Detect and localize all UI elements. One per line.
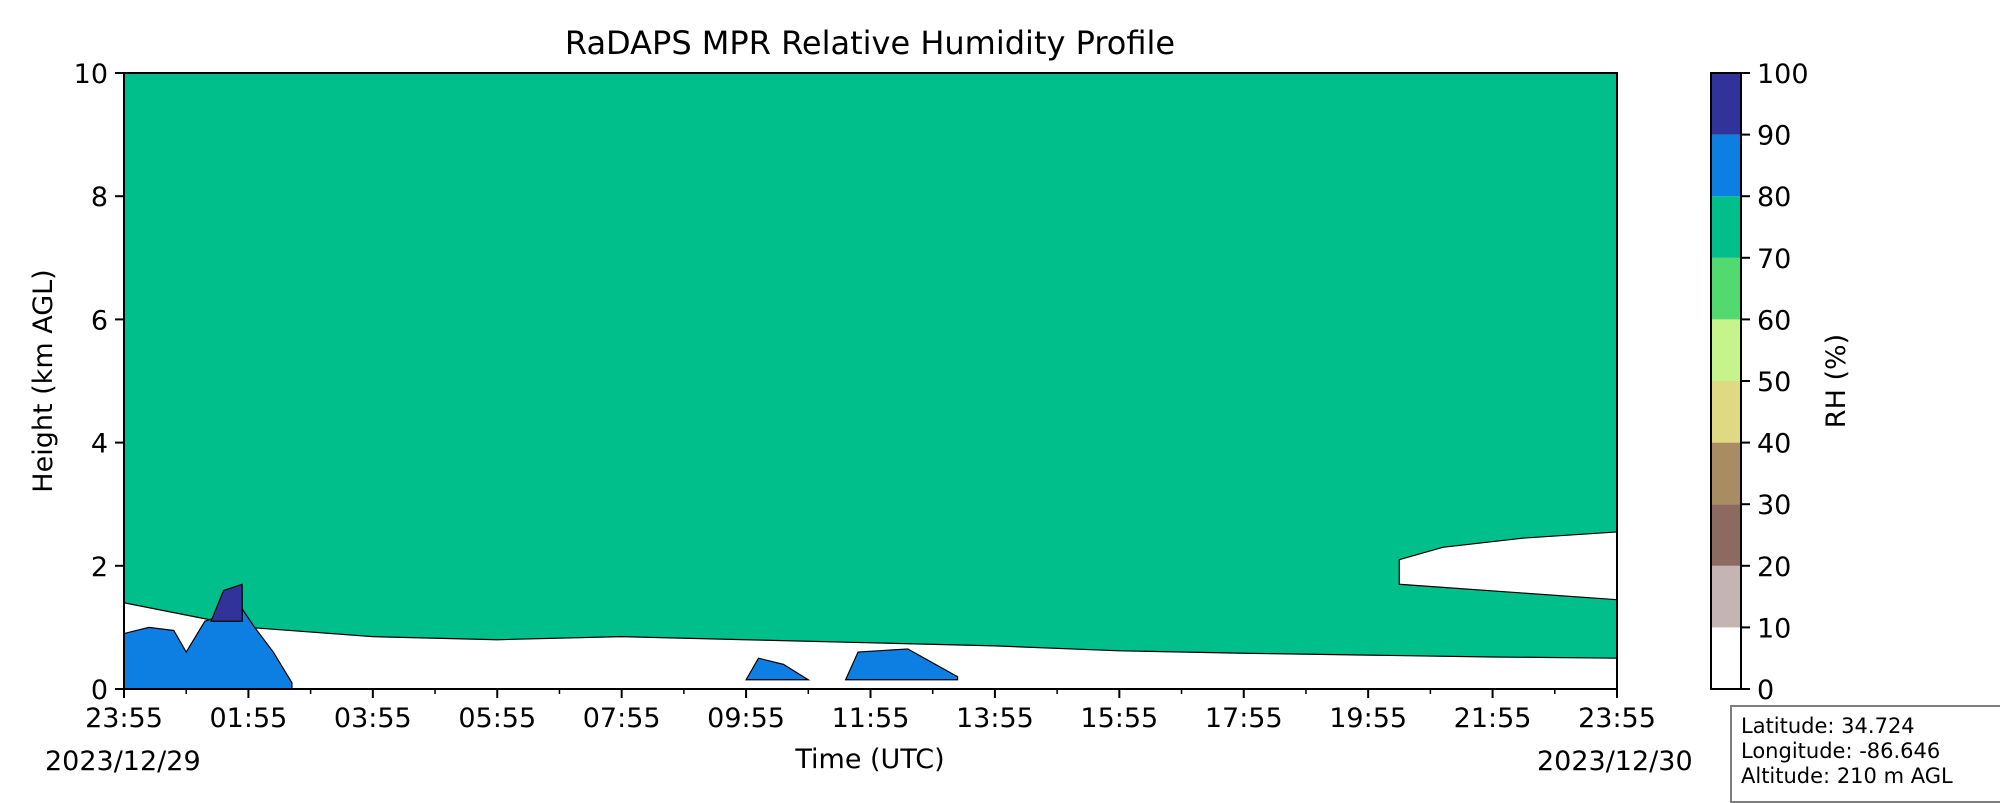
colorbar: 0 10 20 30 40 50 60 70 80 90 100: [1710, 59, 1809, 706]
colorbar-tick-label: 100: [1757, 59, 1809, 90]
rh-band-80-21: [124, 608, 1617, 689]
x-tick-label: 07:55: [583, 703, 661, 734]
y-tick-label: 4: [91, 429, 108, 460]
start-date-label: 2023/12/29: [45, 746, 201, 777]
colorbar-swatch-30: [1711, 442, 1741, 505]
colorbar-tick-label: 30: [1757, 490, 1791, 521]
y-tick-label: 8: [91, 182, 108, 213]
colorbar-swatch-20: [1711, 504, 1741, 566]
latitude-text: Latitude: 34.724: [1741, 714, 1915, 738]
colorbar-tick-label: 0: [1757, 675, 1774, 706]
y-tick-label: 6: [91, 305, 108, 336]
colorbar-swatch-70: [1711, 196, 1741, 258]
rh-band-0-25: [1398, 531, 1617, 601]
x-tick-label: 21:55: [1454, 703, 1532, 734]
x-tick-label: 09:55: [707, 703, 785, 734]
x-tick-label: 03:55: [334, 703, 412, 734]
x-axis: 23:55 01:55 03:55 05:55 07:55 09:55 11:55 13:55…: [85, 689, 1656, 734]
y-axis: 0 2 4 6 8 10: [74, 59, 124, 706]
colorbar-tick-label: 40: [1757, 429, 1791, 460]
rh-band-90-22: [210, 583, 243, 622]
y-tick-label: 10: [74, 59, 108, 90]
x-tick-label: 17:55: [1205, 703, 1283, 734]
contour-plot-area: [124, 73, 1617, 689]
x-tick-label: 15:55: [1080, 703, 1158, 734]
x-tick-label: 23:55: [85, 703, 163, 734]
colorbar-tick-label: 70: [1757, 244, 1791, 275]
colorbar-swatch-0: [1711, 627, 1741, 689]
y-tick-label: 0: [91, 675, 108, 706]
colorbar-swatch-50: [1711, 319, 1741, 381]
rh-band-80-24: [844, 648, 959, 681]
end-date-label: 2023/12/30: [1537, 746, 1693, 777]
colorbar-swatch-60: [1711, 257, 1741, 320]
x-tick-label: 13:55: [956, 703, 1034, 734]
rh-band-70-20: [124, 73, 1617, 659]
x-tick-label: 23:55: [1578, 703, 1656, 734]
colorbar-swatch-80: [1711, 134, 1741, 197]
colorbar-label: RH (%): [1821, 334, 1852, 428]
colorbar-tick-label: 50: [1757, 367, 1791, 398]
y-tick-label: 2: [91, 552, 108, 583]
x-tick-label: 19:55: [1329, 703, 1407, 734]
colorbar-swatch-90: [1711, 73, 1741, 135]
altitude-text: Altitude: 210 m AGL: [1741, 764, 1953, 788]
longitude-text: Longitude: -86.646: [1741, 739, 1941, 763]
x-axis-label: Time (UTC): [794, 744, 944, 775]
rh-band-80-23: [745, 657, 811, 681]
x-tick-label: 01:55: [210, 703, 288, 734]
chart-title: RaDAPS MPR Relative Humidity Profile: [565, 24, 1175, 62]
colorbar-tick-label: 90: [1757, 121, 1791, 152]
colorbar-swatch-40: [1711, 381, 1741, 443]
x-tick-label: 11:55: [832, 703, 910, 734]
x-tick-label: 05:55: [458, 703, 536, 734]
station-info-box: Latitude: 34.724 Longitude: -86.646 Alti…: [1730, 705, 2000, 803]
colorbar-tick-label: 10: [1757, 613, 1791, 644]
colorbar-tick-label: 60: [1757, 305, 1791, 336]
colorbar-swatch-10: [1711, 565, 1741, 628]
colorbar-tick-label: 20: [1757, 552, 1791, 583]
colorbar-tick-label: 80: [1757, 182, 1791, 213]
y-axis-label: Height (km AGL): [28, 269, 59, 492]
